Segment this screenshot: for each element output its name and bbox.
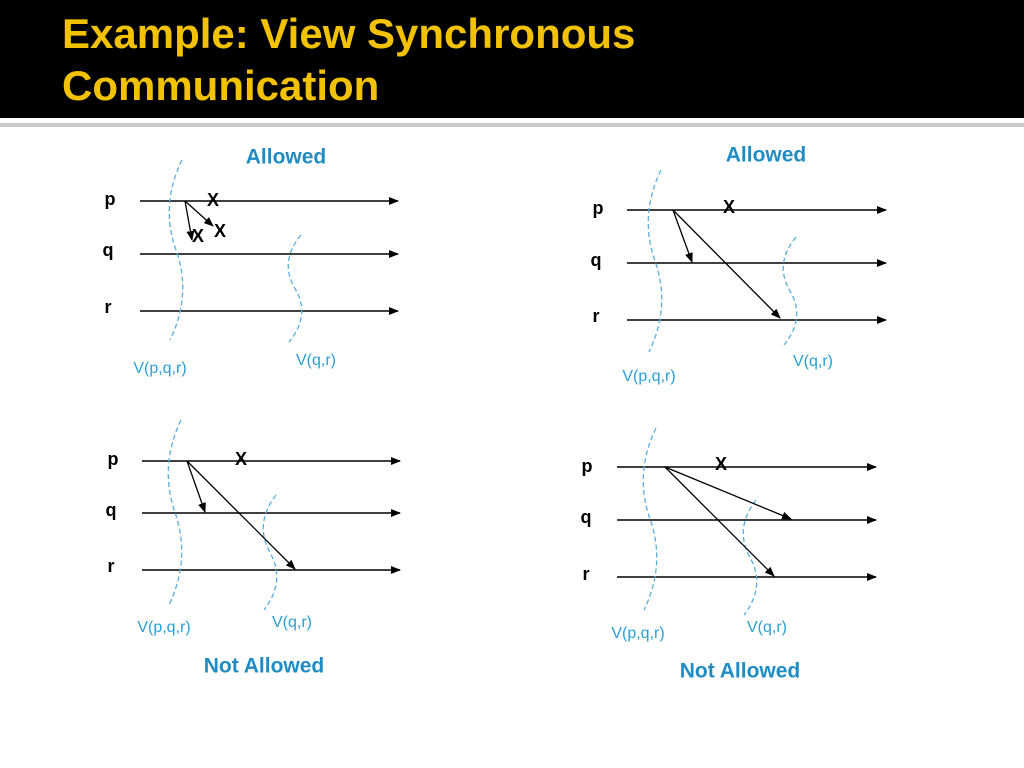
view-boundary	[742, 499, 758, 616]
view-label: V(q,r)	[296, 352, 336, 369]
panel-caption: Allowed	[246, 146, 327, 169]
message-arrow	[664, 466, 775, 577]
process-label: p	[108, 449, 119, 469]
message-arrow	[184, 200, 214, 227]
crash-mark: X	[214, 221, 226, 241]
crash-mark: X	[715, 454, 727, 474]
panel-caption: Not Allowed	[680, 660, 801, 683]
process-label: r	[107, 556, 114, 576]
title-bar	[0, 0, 1024, 118]
process-label: q	[106, 500, 117, 520]
view-label: V(q,r)	[747, 619, 787, 636]
process-label: p	[105, 189, 116, 209]
message-arrow	[672, 209, 693, 263]
view-boundary	[167, 419, 183, 606]
crash-mark: X	[192, 226, 204, 246]
view-label: V(q,r)	[272, 614, 312, 631]
view-label: V(p,q,r)	[622, 368, 675, 385]
process-label: q	[103, 240, 114, 260]
view-boundary	[647, 169, 663, 353]
title-rule	[0, 123, 1024, 127]
crash-mark: X	[723, 197, 735, 217]
process-label: q	[591, 250, 602, 270]
process-label: r	[582, 564, 589, 584]
view-boundary	[168, 159, 184, 341]
view-label: V(p,q,r)	[133, 360, 186, 377]
crash-mark: X	[235, 449, 247, 469]
message-arrow	[672, 209, 781, 319]
panel-caption: Allowed	[726, 144, 807, 167]
view-boundary	[262, 494, 278, 611]
view-boundary	[642, 427, 658, 611]
process-label: q	[581, 507, 592, 527]
message-arrow	[664, 466, 792, 520]
panel-caption: Not Allowed	[204, 655, 325, 678]
view-label: V(q,r)	[793, 353, 833, 370]
process-label: p	[582, 456, 593, 476]
view-label: V(p,q,r)	[137, 619, 190, 636]
view-boundary	[287, 234, 303, 343]
process-label: r	[592, 306, 599, 326]
message-arrow	[186, 460, 206, 513]
slide-title: Example: View Synchronous Communication	[62, 10, 636, 109]
message-arrow	[186, 460, 296, 570]
message-arrow	[184, 200, 195, 241]
crash-mark: X	[207, 190, 219, 210]
view-label: V(p,q,r)	[611, 625, 664, 642]
view-boundary	[782, 236, 798, 346]
process-label: r	[104, 297, 111, 317]
process-label: p	[593, 198, 604, 218]
